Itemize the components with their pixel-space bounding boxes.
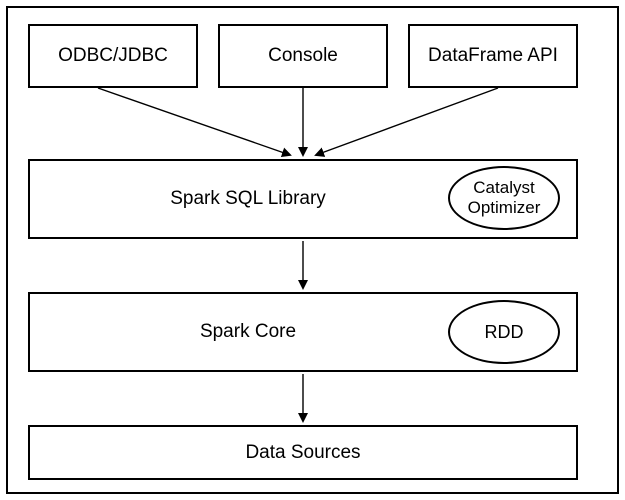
node-label: RDD xyxy=(485,322,524,343)
node-rdd: RDD xyxy=(448,300,560,364)
node-label: Console xyxy=(268,45,338,67)
spark-architecture-diagram: ODBC/JDBC Console DataFrame API Spark SQ… xyxy=(0,0,625,500)
node-console: Console xyxy=(218,24,388,88)
node-dataframe-api: DataFrame API xyxy=(408,24,578,88)
node-data-sources: Data Sources xyxy=(28,425,578,480)
edge-dataframe-to-sparksql xyxy=(316,88,498,155)
node-label: Data Sources xyxy=(245,442,360,464)
node-label: ODBC/JDBC xyxy=(58,45,168,67)
node-label: Spark Core xyxy=(200,321,296,343)
node-label: Catalyst Optimizer xyxy=(468,178,541,217)
node-odbc-jdbc: ODBC/JDBC xyxy=(28,24,198,88)
node-label: Spark SQL Library xyxy=(170,188,326,210)
node-catalyst-optimizer: Catalyst Optimizer xyxy=(448,166,560,230)
edge-odbc-to-sparksql xyxy=(98,88,290,155)
node-label: DataFrame API xyxy=(428,45,558,67)
